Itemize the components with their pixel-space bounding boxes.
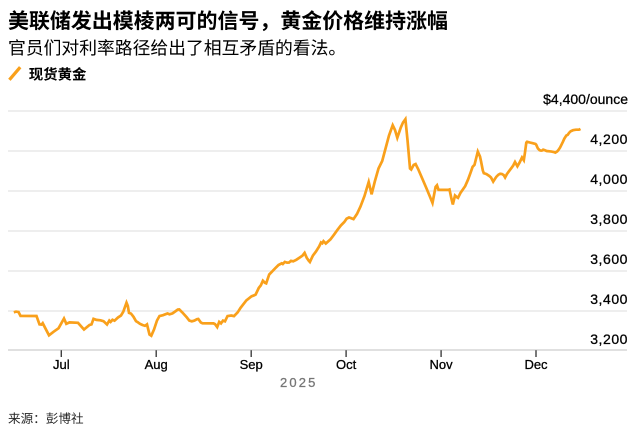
svg-text:Sep: Sep	[240, 357, 263, 372]
svg-text:4,000: 4,000	[590, 171, 628, 187]
svg-text:3,400: 3,400	[590, 291, 628, 307]
svg-text:$4,400/ounce: $4,400/ounce	[543, 91, 628, 107]
svg-text:3,600: 3,600	[590, 251, 628, 267]
svg-text:3,800: 3,800	[590, 211, 628, 227]
svg-text:Jul: Jul	[53, 357, 70, 372]
svg-text:Oct: Oct	[336, 357, 357, 372]
svg-text:Dec: Dec	[524, 357, 548, 372]
svg-text:Nov: Nov	[430, 357, 454, 372]
svg-text:2025: 2025	[280, 375, 318, 390]
svg-text:4,200: 4,200	[590, 131, 628, 147]
svg-text:Aug: Aug	[145, 357, 168, 372]
svg-text:3,200: 3,200	[590, 331, 628, 347]
